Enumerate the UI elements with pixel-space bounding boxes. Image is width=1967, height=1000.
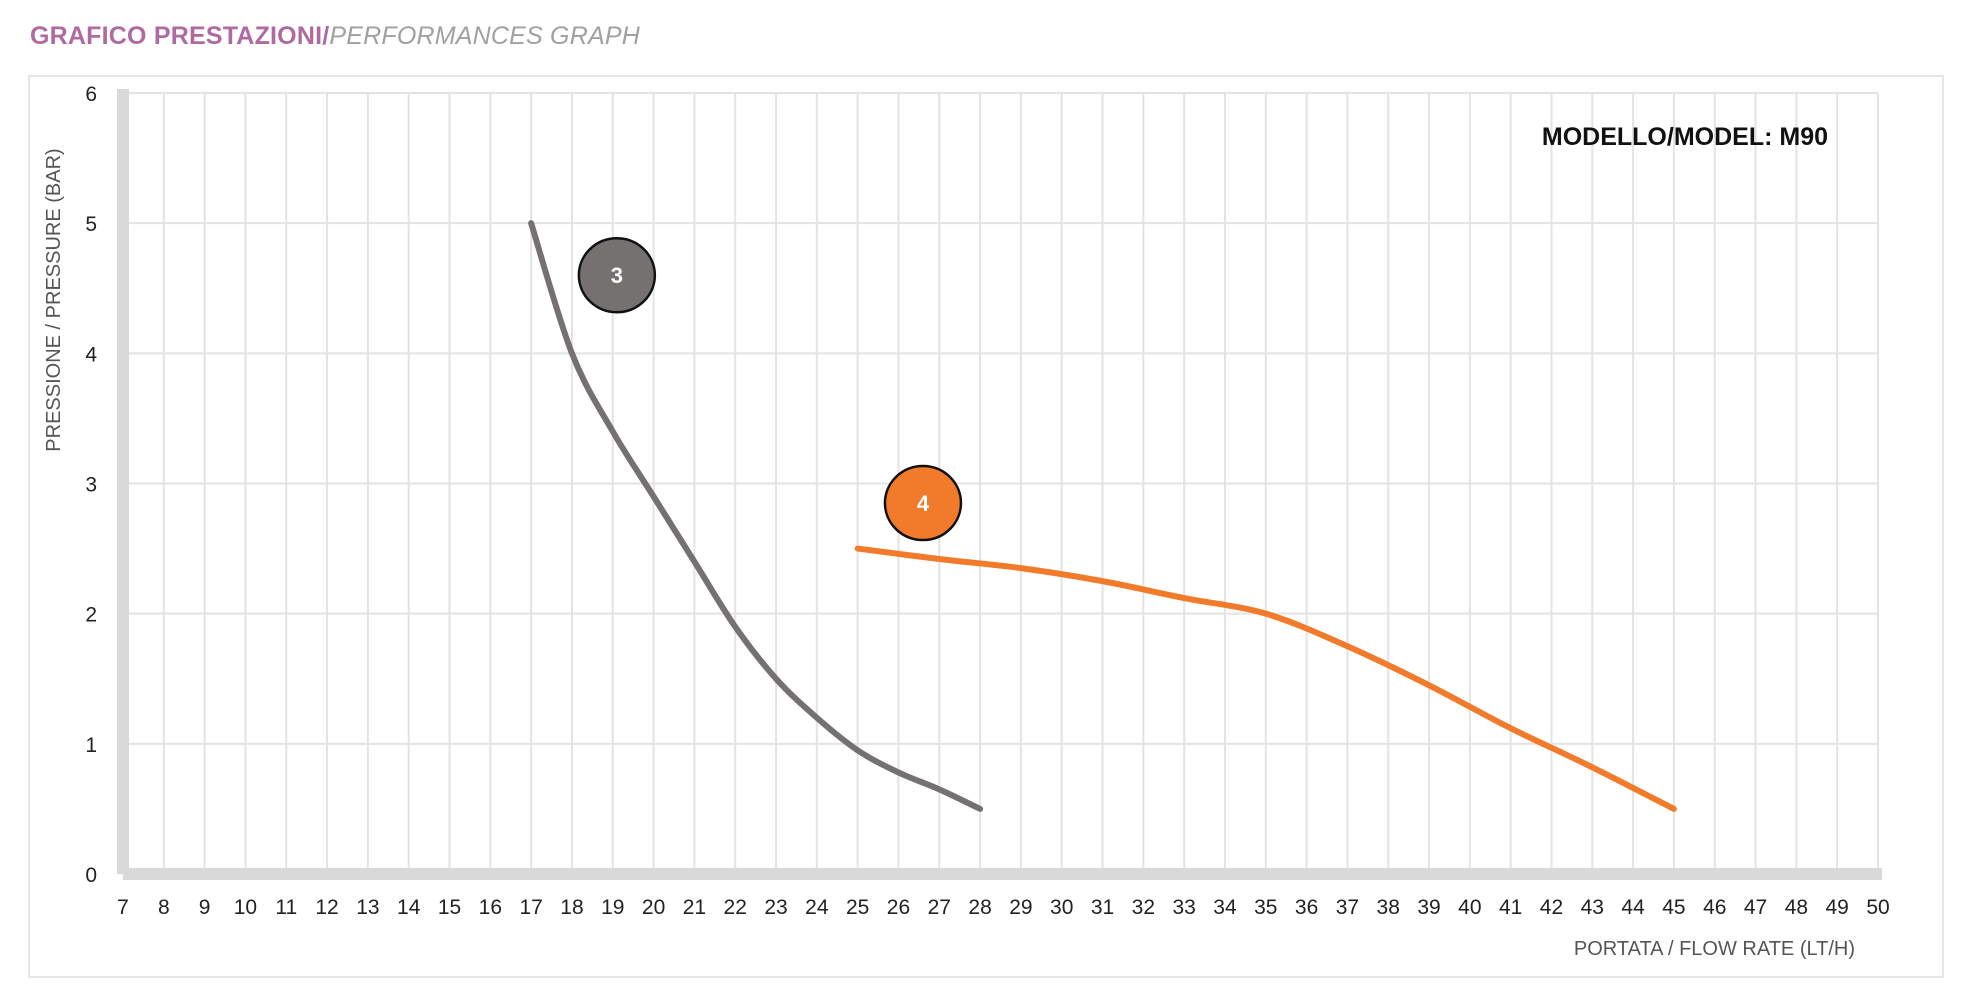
x-tick-label: 30 xyxy=(1050,896,1073,919)
y-tick-label: 5 xyxy=(85,213,97,236)
y-axis-label: PRESSIONE / PRESSURE (BAR) xyxy=(43,148,65,451)
x-tick-label: 43 xyxy=(1581,896,1604,919)
x-tick-label: 50 xyxy=(1866,896,1889,919)
x-tick-label: 22 xyxy=(724,896,747,919)
x-tick-label: 27 xyxy=(928,896,951,919)
series-marker-4 xyxy=(883,464,963,542)
x-tick-label: 37 xyxy=(1336,896,1359,919)
x-tick-label: 36 xyxy=(1295,896,1318,919)
series-label-3: 3 xyxy=(611,263,623,288)
title-main: GRAFICO PRESTAZIONI/ xyxy=(30,22,330,50)
x-tick-label: 40 xyxy=(1458,896,1481,919)
x-tick-label: 31 xyxy=(1091,896,1114,919)
series-line-3 xyxy=(528,220,984,812)
x-tick-label: 28 xyxy=(968,896,991,919)
x-tick-label: 10 xyxy=(234,896,257,919)
y-tick-label: 6 xyxy=(85,83,97,106)
x-tick-label: 11 xyxy=(275,896,297,919)
title-sub: PERFORMANCES GRAPH xyxy=(329,22,640,50)
y-tick-label: 0 xyxy=(85,864,97,887)
series-marker-3 xyxy=(577,236,657,314)
x-tick-label: 47 xyxy=(1744,896,1767,919)
x-tick-label: 9 xyxy=(199,896,211,919)
series-line-4 xyxy=(854,545,1677,812)
x-tick-label: 41 xyxy=(1499,896,1522,919)
x-tick-label: 38 xyxy=(1377,896,1400,919)
x-tick-label: 32 xyxy=(1132,896,1155,919)
x-tick-label: 33 xyxy=(1172,896,1195,919)
x-tick-label: 34 xyxy=(1213,896,1237,919)
x-tick-label: 35 xyxy=(1254,896,1277,919)
x-tick-label: 12 xyxy=(315,896,338,919)
y-tick-label: 3 xyxy=(85,474,97,497)
chart-title: GRAFICO PRESTAZIONI/PERFORMANCES GRAPH xyxy=(30,22,640,51)
x-tick-label: 45 xyxy=(1662,896,1685,919)
x-tick-label: 13 xyxy=(356,896,379,919)
chart-frame xyxy=(28,75,1944,978)
x-tick-label: 17 xyxy=(519,896,542,919)
x-tick-label: 18 xyxy=(560,896,583,919)
x-tick-label: 14 xyxy=(397,896,421,919)
x-tick-label: 26 xyxy=(887,896,910,919)
x-tick-label: 23 xyxy=(764,896,787,919)
x-tick-label: 16 xyxy=(479,896,502,919)
x-tick-label: 46 xyxy=(1703,896,1726,919)
x-tick-label: 29 xyxy=(1009,896,1032,919)
x-tick-label: 21 xyxy=(683,896,706,919)
x-tick-label: 19 xyxy=(601,896,624,919)
x-tick-label: 8 xyxy=(158,896,170,919)
x-tick-label: 42 xyxy=(1540,896,1563,919)
y-tick-label: 1 xyxy=(85,734,97,757)
x-tick-label: 20 xyxy=(642,896,665,919)
x-tick-label: 39 xyxy=(1417,896,1440,919)
model-label: MODELLO/MODEL: M90 xyxy=(1542,123,1828,151)
x-tick-label: 7 xyxy=(117,896,129,919)
y-tick-label: 4 xyxy=(85,343,97,366)
y-tick-label: 2 xyxy=(85,604,97,627)
x-tick-label: 15 xyxy=(438,896,461,919)
x-tick-label: 25 xyxy=(846,896,869,919)
x-tick-label: 24 xyxy=(805,896,829,919)
x-tick-label: 49 xyxy=(1826,896,1849,919)
x-tick-label: 48 xyxy=(1785,896,1808,919)
x-axis-label: PORTATA / FLOW RATE (LT/H) xyxy=(1574,938,1855,960)
x-tick-label: 44 xyxy=(1621,896,1645,919)
series-label-4: 4 xyxy=(917,491,930,516)
